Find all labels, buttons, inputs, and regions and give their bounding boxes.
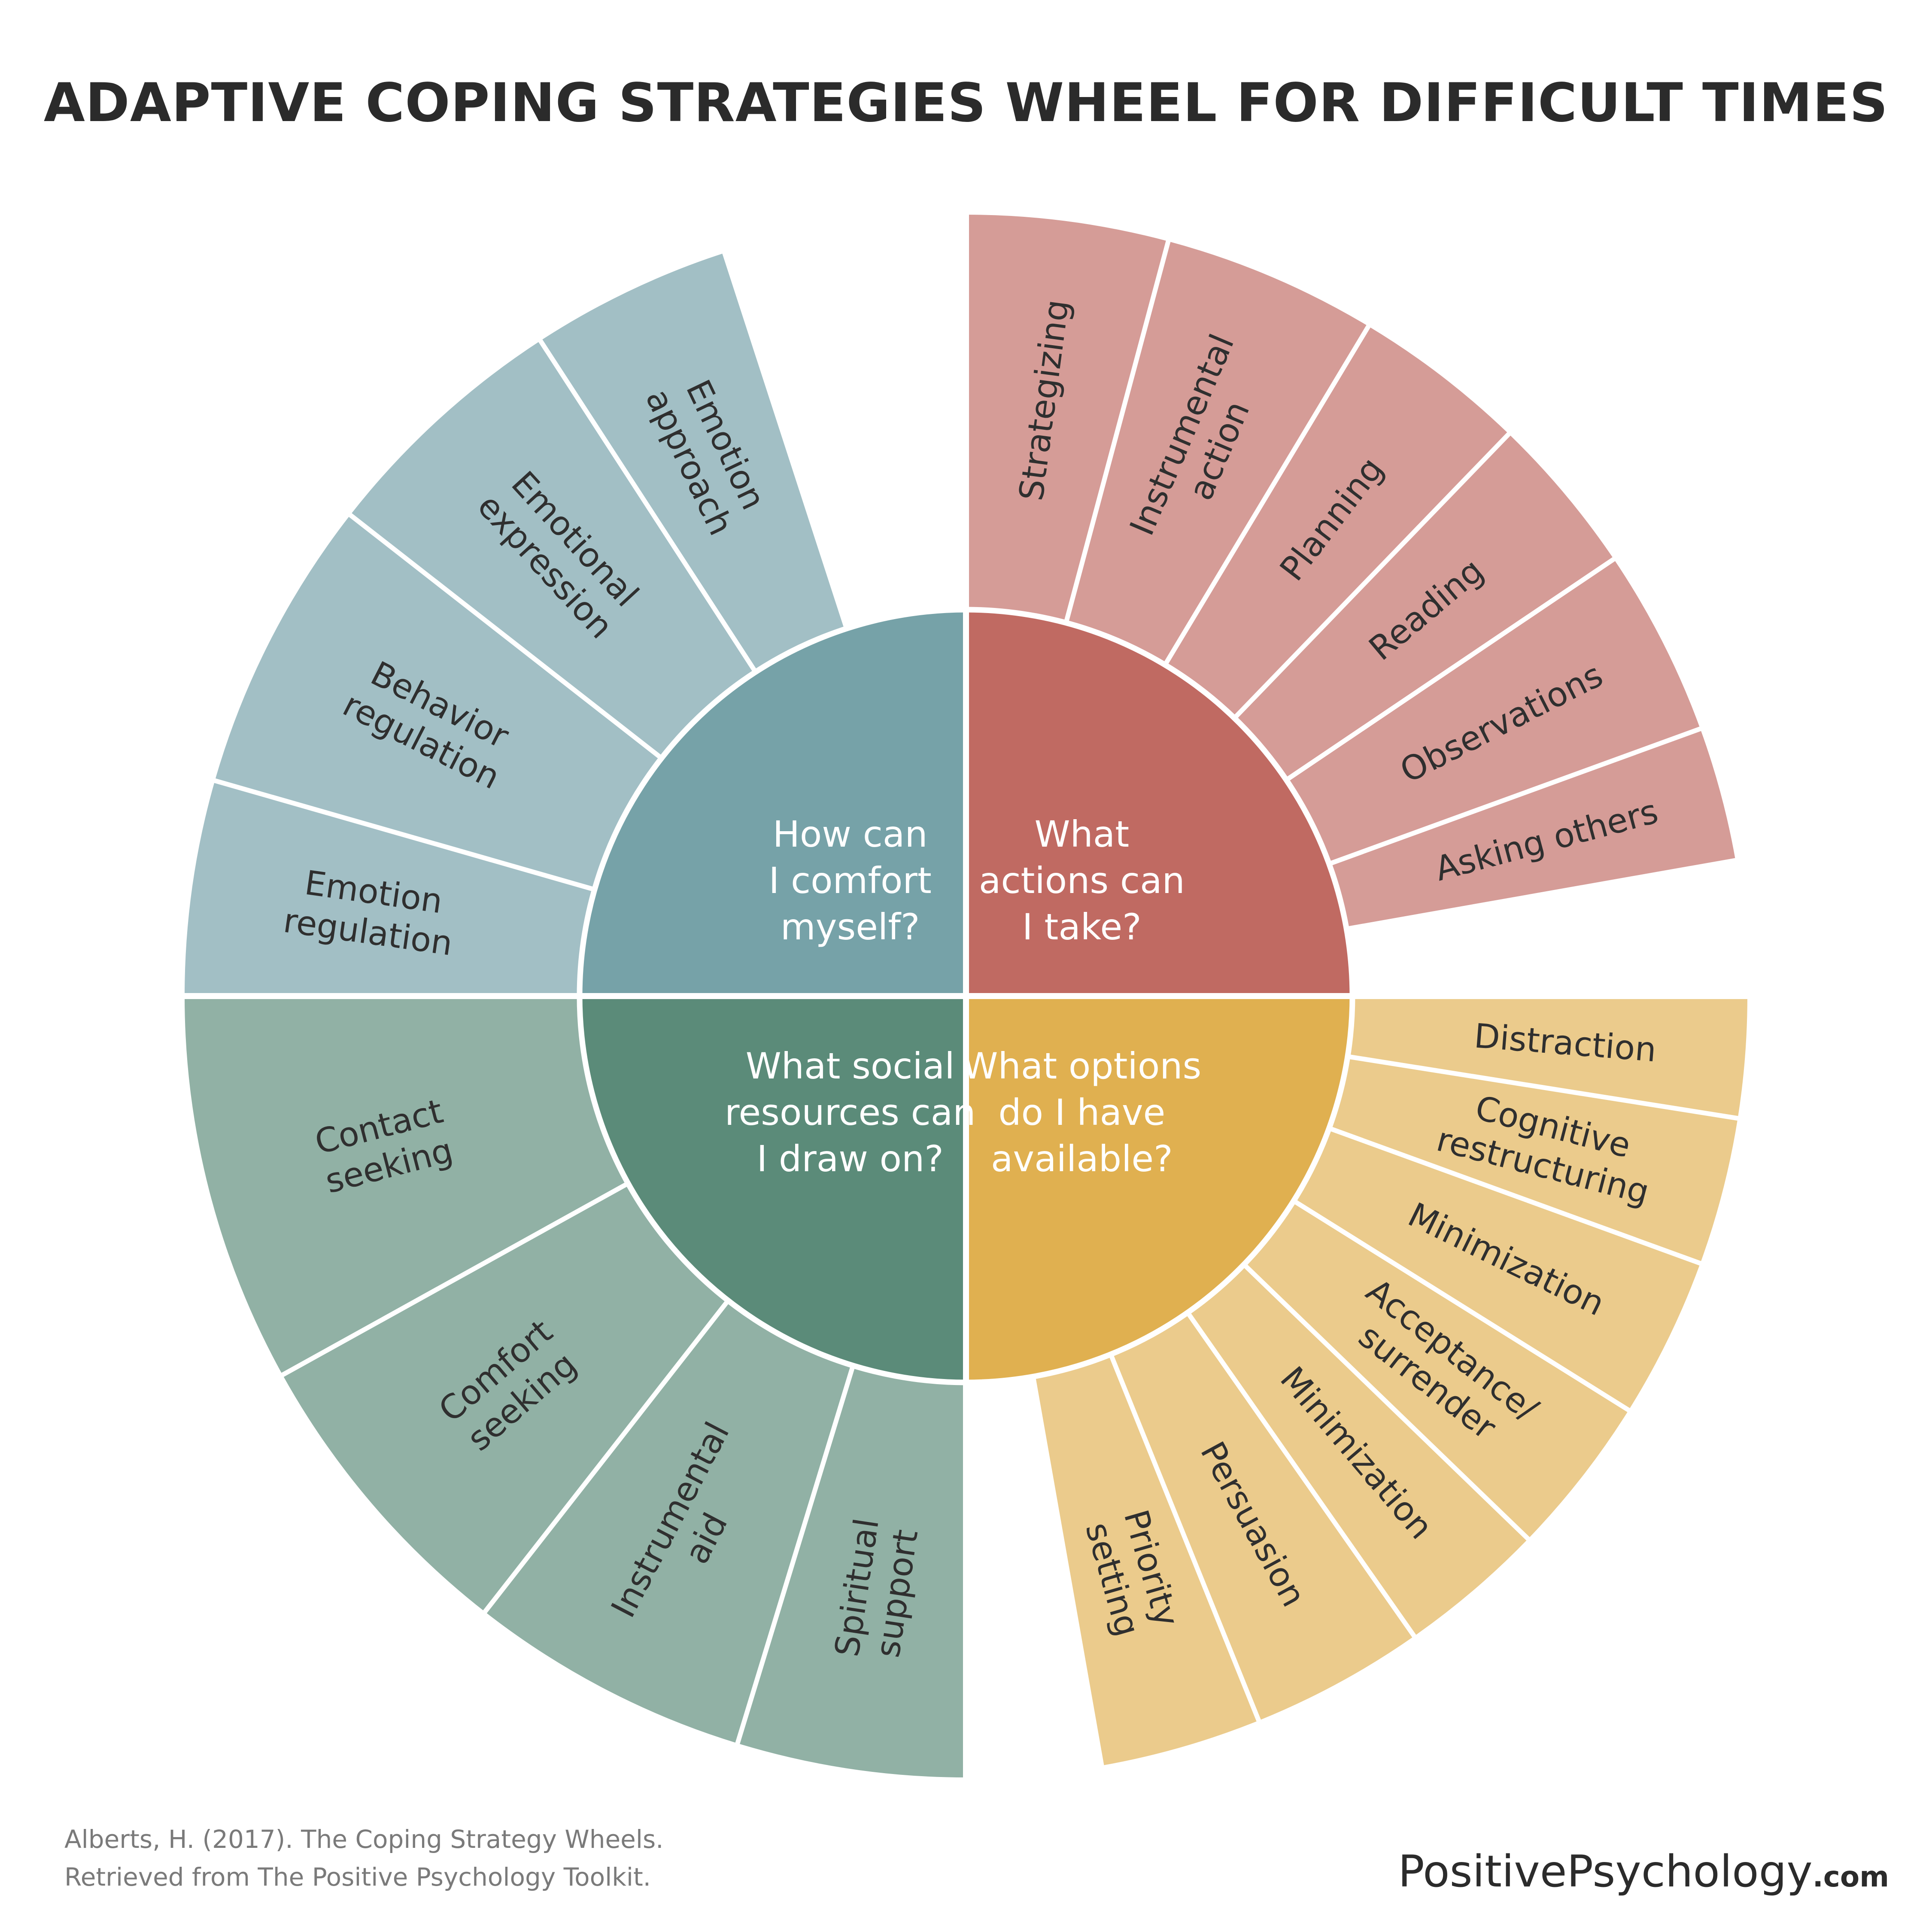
citation-line: Alberts, H. (2017). The Coping Strategy … [64,1825,664,1854]
divider-lines [184,214,1748,1778]
outer-ring [185,215,1747,1777]
quadrant-question-line: myself? [781,906,920,948]
quadrant-question-line: do I have [998,1091,1165,1133]
wheel-segment [1234,434,1614,780]
quadrant-question-line: I comfort [769,860,932,902]
segment-divider [1063,240,1171,624]
segment-divider [538,338,758,674]
segment-divider [1292,1199,1631,1413]
quadrant-question-line: What options [962,1045,1201,1087]
wheel-segment [737,1365,966,1777]
wheel-segment [1329,1056,1738,1264]
inner-circle-border [577,607,1355,1385]
wheel-segment [1294,1128,1701,1410]
segment-divider [1285,556,1616,782]
quadrant-core [966,610,1352,996]
wheel-segment [283,1183,728,1612]
wheel-segment [350,340,756,758]
quadrant-question-line: available? [991,1138,1173,1180]
segment-divider [1328,1126,1702,1266]
wheel-segment [1286,559,1701,864]
quadrant-core [580,610,966,996]
segment-divider [482,1299,730,1614]
segment-divider [1109,1353,1261,1722]
segment-divider [1328,726,1702,866]
segment-divider [1163,324,1371,666]
quadrant-question-line: How can [773,813,928,855]
brand-logo: PositivePsychology.com [1398,1846,1889,1897]
page-title: ADAPTIVE COPING STRATEGIES WHEEL FOR DIF… [43,72,1889,134]
wheel-segment [1347,996,1747,1118]
segment-divider [1030,1376,1104,1767]
wheel-segment [1329,729,1736,929]
quadrant-question: What social resources can I draw on? [725,1045,976,1180]
segment-divider [735,1365,856,1745]
quadrant-question-line: I draw on? [756,1138,943,1180]
wheel-segment [1111,1312,1414,1721]
citation: Alberts, H. (2017). The Coping Strategy … [64,1820,880,1896]
quadrant-question: What options do I have available? [962,1045,1201,1180]
segment-divider [1233,431,1511,720]
quadrant-question-line: What [1034,813,1129,855]
brand-name: PositivePsychology [1398,1846,1813,1897]
wheel-segment [966,215,1169,623]
quadrant-core [580,996,966,1382]
segment-divider [722,251,849,629]
segment-divider [1347,1054,1739,1121]
wheel-segment [485,1300,853,1744]
quadrant-question-line: actions can [979,860,1185,902]
wheel-segment [1188,1264,1528,1636]
wheel-segment [185,996,628,1375]
quadrant-question-line: What social [746,1045,955,1087]
segment-divider [280,1181,629,1378]
wheel-segment [1165,326,1509,718]
segment-divider [1346,858,1737,932]
citation-line: Retrieved from The Positive Psychology T… [64,1862,651,1892]
quadrant-question: How can I comfort myself? [769,813,932,948]
inner-ring [580,610,1352,1382]
wheel-segment [1033,1354,1259,1766]
quadrant-question: What actions can I take? [979,813,1185,948]
segment-divider [213,778,595,892]
wheel-segment [540,253,847,672]
quadrant-core [966,996,1352,1382]
wheel-segment [215,515,662,890]
segment-divider [348,512,663,760]
brand-tld: .com [1812,1860,1889,1893]
wheel-segment [1244,1200,1629,1539]
quadrant-question-line: resources can [725,1091,976,1133]
segment-divider [1185,1311,1417,1638]
quadrant-question-line: I take? [1022,906,1142,948]
wheel-segment [185,781,595,996]
segment-divider [1242,1263,1531,1541]
